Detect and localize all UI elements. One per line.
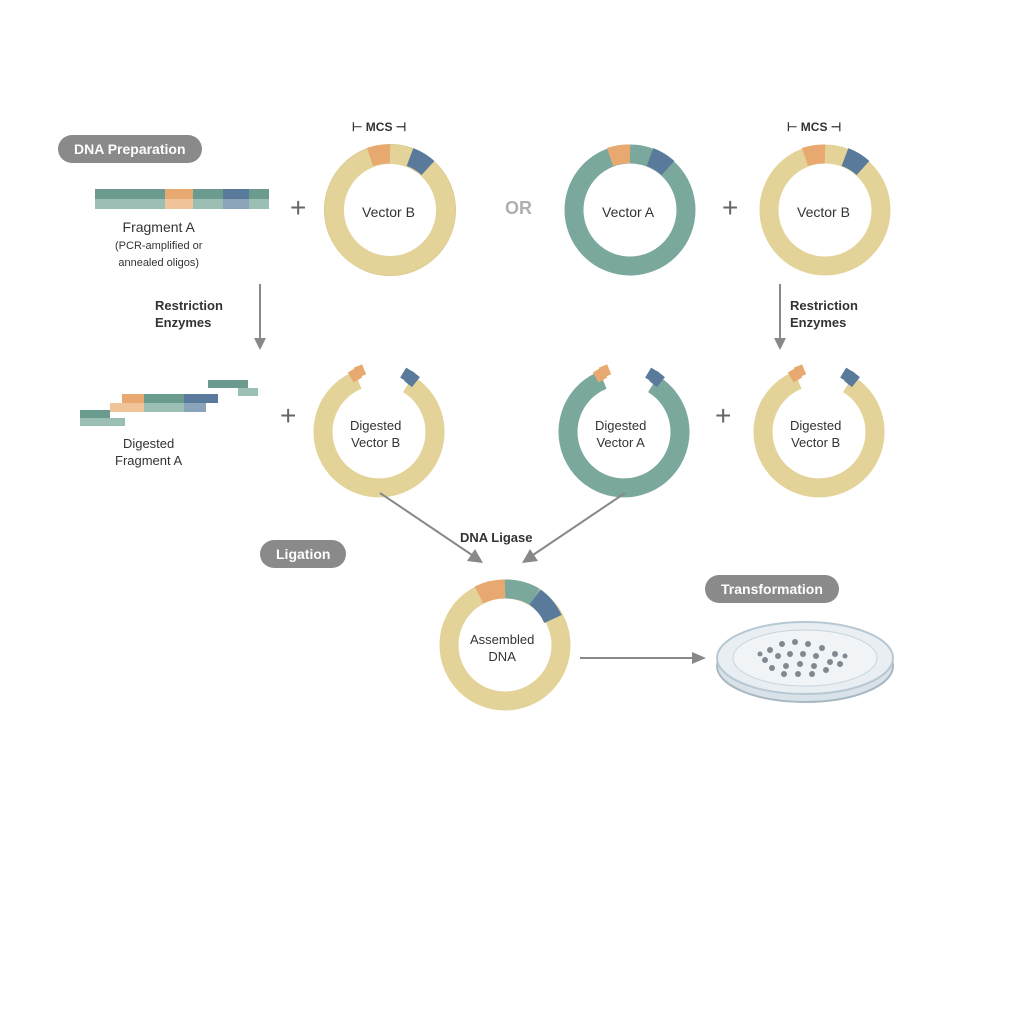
fragment-a [95, 185, 270, 215]
mcs-label-2: ⊢ MCS ⊣ [787, 120, 841, 134]
fragment-a-title: Fragment A [123, 219, 195, 235]
fragment-a-label: Fragment A (PCR-amplified or annealed ol… [115, 218, 202, 271]
plus-3: + [280, 400, 296, 432]
digested-fragment-a-label: Digested Fragment A [115, 436, 182, 470]
petri-dish [710, 612, 900, 712]
dna-ligase-label: DNA Ligase [460, 530, 532, 547]
plus-1: + [290, 192, 306, 224]
arrow-left-1 [250, 284, 270, 354]
vector-b-label-2: Vector B [797, 203, 850, 221]
digested-fragment-a [80, 380, 265, 435]
mcs-label-1: ⊢ MCS ⊣ [352, 120, 406, 134]
digested-vector-b-left-label: Digested Vector B [350, 418, 401, 452]
arrow-to-plate [580, 648, 710, 668]
stage-transformation: Transformation [705, 575, 839, 603]
vector-a-label: Vector A [602, 203, 654, 221]
restriction-left: Restriction Enzymes [155, 298, 223, 332]
stage-ligation: Ligation [260, 540, 346, 568]
or-text: OR [505, 198, 532, 219]
digested-vector-a-label: Digested Vector A [595, 418, 646, 452]
stage-preparation: DNA Preparation [58, 135, 202, 163]
digested-vector-b-right-label: Digested Vector B [790, 418, 841, 452]
plus-2: + [722, 192, 738, 224]
plus-4: + [715, 400, 731, 432]
assembled-dna-label: Assembled DNA [470, 632, 534, 666]
arrow-right-1 [770, 284, 790, 354]
fragment-a-sub: (PCR-amplified or annealed oligos) [115, 240, 202, 269]
vector-b-label-1: Vector B [362, 203, 415, 221]
restriction-right: Restriction Enzymes [790, 298, 858, 332]
